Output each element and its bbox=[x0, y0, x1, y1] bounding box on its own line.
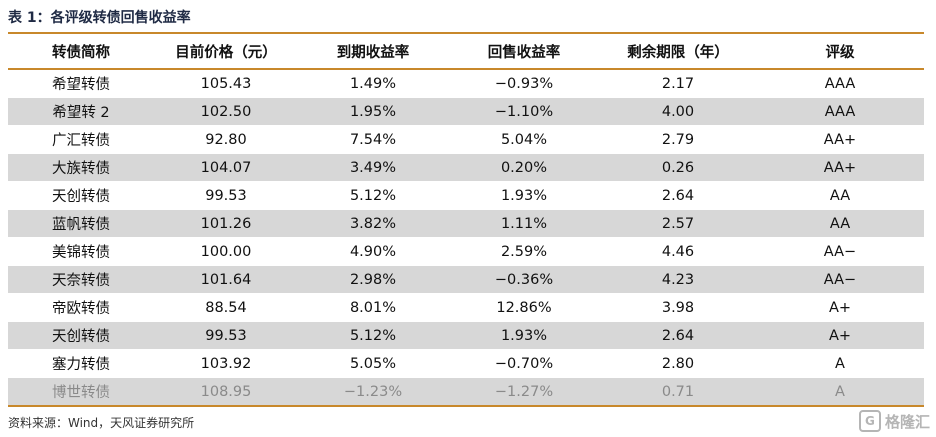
cell-remaining-term: 2.17 bbox=[600, 69, 756, 98]
cell-price: 104.07 bbox=[154, 153, 298, 182]
cell-put-yield: 1.93% bbox=[448, 321, 600, 350]
table-caption: 表 1：各评级转债回售收益率 bbox=[8, 10, 191, 26]
cell-remaining-term: 4.46 bbox=[600, 237, 756, 266]
cell-remaining-term: 4.00 bbox=[600, 97, 756, 126]
cell-ytm: 5.12% bbox=[298, 181, 448, 210]
cell-put-yield: −1.10% bbox=[448, 97, 600, 126]
header-price: 目前价格（元） bbox=[154, 34, 298, 70]
cell-rating: AA+ bbox=[756, 125, 924, 154]
source-note: 资料来源：Wind，天风证券研究所 bbox=[8, 416, 195, 430]
table-row: 天奈转债 101.64 2.98% −0.36% 4.23 AA− bbox=[8, 265, 924, 294]
cell-price: 88.54 bbox=[154, 293, 298, 322]
cell-ytm: 2.98% bbox=[298, 265, 448, 294]
cell-bond-name: 美锦转债 bbox=[8, 237, 154, 266]
cell-ytm: 5.05% bbox=[298, 349, 448, 378]
cell-ytm: 1.95% bbox=[298, 97, 448, 126]
top-rule bbox=[8, 32, 924, 34]
table-row: 天创转债 99.53 5.12% 1.93% 2.64 AA bbox=[8, 181, 924, 210]
header-ytm: 到期收益率 bbox=[298, 34, 448, 70]
cell-put-yield: −0.93% bbox=[448, 69, 600, 98]
cell-remaining-term: 0.26 bbox=[600, 153, 756, 182]
cell-put-yield: 0.20% bbox=[448, 153, 600, 182]
cell-put-yield: 12.86% bbox=[448, 293, 600, 322]
table-row: 蓝帆转债 101.26 3.82% 1.11% 2.57 AA bbox=[8, 209, 924, 238]
cell-price: 101.26 bbox=[154, 209, 298, 238]
table-row: 美锦转债 100.00 4.90% 2.59% 4.46 AA− bbox=[8, 237, 924, 266]
cell-remaining-term: 2.79 bbox=[600, 125, 756, 154]
cell-remaining-term: 0.71 bbox=[600, 377, 756, 407]
cell-put-yield: −0.36% bbox=[448, 265, 600, 294]
cell-rating: AA bbox=[756, 209, 924, 238]
watermark-text: 格隆汇 bbox=[884, 412, 930, 431]
cell-price: 101.64 bbox=[154, 265, 298, 294]
watermark: G 格隆汇 bbox=[858, 408, 930, 434]
cell-price: 100.00 bbox=[154, 237, 298, 266]
cell-price: 99.53 bbox=[154, 181, 298, 210]
cell-bond-name: 蓝帆转债 bbox=[8, 209, 154, 238]
cell-rating: A+ bbox=[756, 293, 924, 322]
table-row: 希望转债 105.43 1.49% −0.93% 2.17 AAA bbox=[8, 69, 924, 98]
table-row: 大族转债 104.07 3.49% 0.20% 0.26 AA+ bbox=[8, 153, 924, 182]
cell-price: 105.43 bbox=[154, 69, 298, 98]
header-remaining-term: 剩余期限（年） bbox=[600, 34, 756, 70]
cell-price: 92.80 bbox=[154, 125, 298, 154]
cell-rating: AA− bbox=[756, 265, 924, 294]
cell-price: 108.95 bbox=[154, 377, 298, 407]
cell-price: 103.92 bbox=[154, 349, 298, 378]
cell-remaining-term: 2.64 bbox=[600, 181, 756, 210]
cell-put-yield: 1.93% bbox=[448, 181, 600, 210]
cell-bond-name: 塞力转债 bbox=[8, 349, 154, 378]
cell-ytm: 8.01% bbox=[298, 293, 448, 322]
cell-bond-name: 希望转债 bbox=[8, 69, 154, 98]
cell-rating: AA− bbox=[756, 237, 924, 266]
cell-ytm: 1.49% bbox=[298, 69, 448, 98]
header-row: 转债简称 目前价格（元） 到期收益率 回售收益率 剩余期限（年） 评级 bbox=[8, 34, 924, 70]
cell-bond-name: 天奈转债 bbox=[8, 265, 154, 294]
table-row: 希望转 2 102.50 1.95% −1.10% 4.00 AAA bbox=[8, 97, 924, 126]
cell-rating: AA bbox=[756, 181, 924, 210]
cell-remaining-term: 2.57 bbox=[600, 209, 756, 238]
cell-remaining-term: 3.98 bbox=[600, 293, 756, 322]
table-row: 天创转债 99.53 5.12% 1.93% 2.64 A+ bbox=[8, 321, 924, 350]
cell-bond-name: 博世转债 bbox=[8, 377, 154, 407]
cell-rating: A bbox=[756, 349, 924, 378]
cell-rating: AA+ bbox=[756, 153, 924, 182]
cell-price: 99.53 bbox=[154, 321, 298, 350]
cell-ytm: 3.49% bbox=[298, 153, 448, 182]
header-put-yield: 回售收益率 bbox=[448, 34, 600, 70]
cell-put-yield: 1.11% bbox=[448, 209, 600, 238]
cell-bond-name: 天创转债 bbox=[8, 321, 154, 350]
bond-table: 转债简称 目前价格（元） 到期收益率 回售收益率 剩余期限（年） 评级 希望转债… bbox=[8, 34, 924, 407]
cell-put-yield: −0.70% bbox=[448, 349, 600, 378]
cell-bond-name: 帝欧转债 bbox=[8, 293, 154, 322]
cell-remaining-term: 2.80 bbox=[600, 349, 756, 378]
header-bond-name: 转债简称 bbox=[8, 34, 154, 70]
cell-bond-name: 天创转债 bbox=[8, 181, 154, 210]
cell-put-yield: −1.27% bbox=[448, 377, 600, 407]
watermark-logo-icon: G bbox=[858, 410, 881, 432]
cell-rating: A bbox=[756, 377, 924, 407]
cell-rating: AAA bbox=[756, 97, 924, 126]
cell-ytm: −1.23% bbox=[298, 377, 448, 407]
cell-put-yield: 5.04% bbox=[448, 125, 600, 154]
cell-rating: A+ bbox=[756, 321, 924, 350]
cell-rating: AAA bbox=[756, 69, 924, 98]
cell-bond-name: 希望转 2 bbox=[8, 97, 154, 126]
cell-ytm: 4.90% bbox=[298, 237, 448, 266]
cell-price: 102.50 bbox=[154, 97, 298, 126]
cell-remaining-term: 4.23 bbox=[600, 265, 756, 294]
cell-ytm: 7.54% bbox=[298, 125, 448, 154]
cell-bond-name: 大族转债 bbox=[8, 153, 154, 182]
cell-ytm: 3.82% bbox=[298, 209, 448, 238]
cell-bond-name: 广汇转债 bbox=[8, 125, 154, 154]
table-row: 博世转债 108.95 −1.23% −1.27% 0.71 A bbox=[8, 377, 924, 407]
header-rating: 评级 bbox=[756, 34, 924, 70]
table-row: 广汇转债 92.80 7.54% 5.04% 2.79 AA+ bbox=[8, 125, 924, 154]
cell-put-yield: 2.59% bbox=[448, 237, 600, 266]
cell-remaining-term: 2.64 bbox=[600, 321, 756, 350]
table-row: 帝欧转债 88.54 8.01% 12.86% 3.98 A+ bbox=[8, 293, 924, 322]
cell-ytm: 5.12% bbox=[298, 321, 448, 350]
table-row: 塞力转债 103.92 5.05% −0.70% 2.80 A bbox=[8, 349, 924, 378]
